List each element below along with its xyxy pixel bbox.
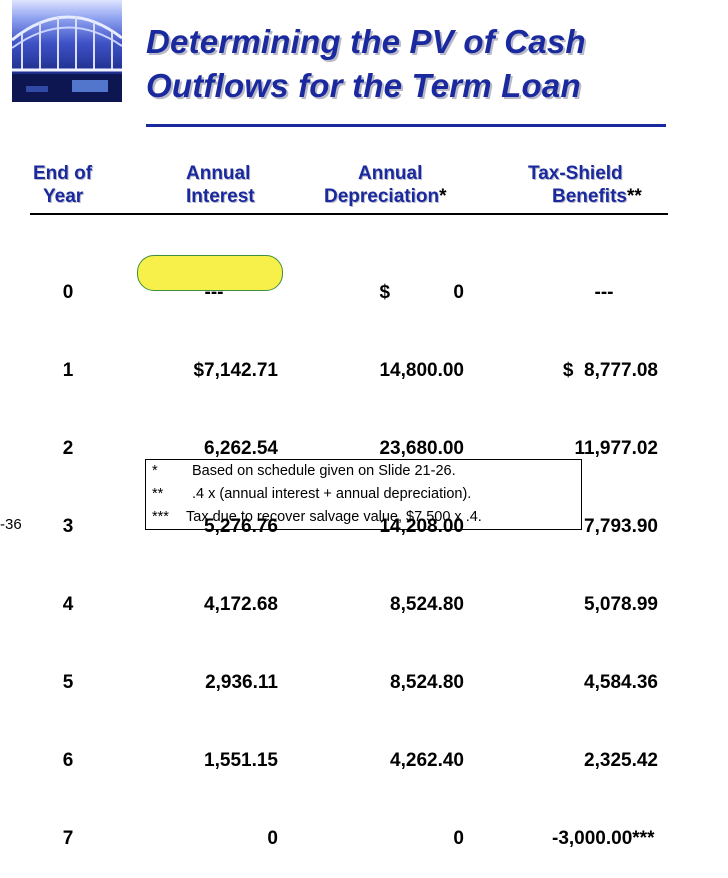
slide-number: -36 xyxy=(0,516,22,533)
bridge-photo xyxy=(12,0,122,102)
table-cell-depreciation: 23,680.00 xyxy=(379,438,464,459)
table-cell-year: 3 xyxy=(62,516,74,537)
footnote-3-text: Tax due to recover salvage value, $7,500… xyxy=(186,509,482,525)
table-cell-depreciation: 8,524.80 xyxy=(390,672,464,693)
header-tax-shield-benefits: Tax-Shield Benefits** xyxy=(528,162,642,208)
header-underline xyxy=(30,213,668,215)
highlight-oval xyxy=(137,255,283,291)
table-cell-interest: 0 xyxy=(267,828,278,849)
table-cell-year: 1 xyxy=(62,360,74,381)
footnote-1: * Based on schedule given on Slide 21-26. xyxy=(152,460,577,483)
header-tax-shield-line1: Tax-Shield xyxy=(528,163,623,184)
header-annual-depreciation: Annual Depreciation* xyxy=(324,162,447,208)
header-annual-interest-line1: Annual xyxy=(186,163,251,184)
table-cell-tax-shield: 7,793.90 xyxy=(584,516,658,537)
header-depreciation-footnote-mark: * xyxy=(439,186,447,207)
title-underline xyxy=(146,124,666,127)
table-cell-year: 4 xyxy=(62,594,74,615)
table-cell-depreciation: 8,524.80 xyxy=(390,594,464,615)
table-cell-year: 5 xyxy=(62,672,74,693)
table-cell-interest: 4,172.68 xyxy=(204,594,278,615)
table-cell-interest: 5,276.76 xyxy=(204,516,278,537)
table-cell-year: 0 xyxy=(62,282,74,303)
footnote-2-text: .4 x (annual interest + annual depreciat… xyxy=(192,486,472,502)
footnotes-box: * Based on schedule given on Slide 21-26.… xyxy=(145,459,582,530)
table-cell-interest: 6,262.54 xyxy=(204,438,278,459)
table-cell-tax-shield: 4,584.36 xyxy=(584,672,658,693)
header-annual-interest: Annual Interest xyxy=(186,162,255,208)
header-end-of-year-line1: End of xyxy=(33,163,93,184)
table-cell-interest: 1,551.15 xyxy=(204,750,278,771)
table-cell-tax-shield: $ 8,777.08 xyxy=(562,360,658,381)
footnote-2-mark: ** xyxy=(152,486,164,502)
tax-shield-column: --- $ 8,777.08 11,977.02 7,793.90 5,078.… xyxy=(520,228,658,878)
table-cell-depreciation: 14,208.00 xyxy=(379,516,464,537)
depreciation-column: $ 0 14,800.00 23,680.00 14,208.00 8,524.… xyxy=(330,228,464,878)
footnote-1-mark: * xyxy=(152,463,158,479)
header-annual-interest-line2: Interest xyxy=(186,186,255,207)
title-line-1: Determining the PV of Cash xyxy=(146,23,586,60)
table-cell-depreciation: 14,800.00 xyxy=(379,360,464,381)
table-cell-year: 6 xyxy=(62,750,74,771)
header-annual-depreciation-line1: Annual xyxy=(358,163,423,184)
header-tax-shield-footnote-mark: ** xyxy=(626,186,642,207)
footnote-2: ** .4 x (annual interest + annual depreci… xyxy=(152,483,577,506)
header-end-of-year: End of Year xyxy=(33,162,92,208)
header-annual-depreciation-line2: Depreciation xyxy=(324,186,440,207)
table-cell-depreciation: 0 xyxy=(453,828,464,849)
table-cell-tax-shield: --- xyxy=(594,282,614,303)
table-cell-depreciation: $ 0 xyxy=(379,282,464,303)
year-column: 0 1 2 3 4 5 6 7 xyxy=(54,228,82,878)
footnote-3-mark: *** xyxy=(152,509,169,525)
table-cell-year: 7 xyxy=(62,828,74,849)
table-cell-interest: --- xyxy=(204,282,224,303)
table-cell-depreciation: 4,262.40 xyxy=(390,750,464,771)
header-tax-shield-line2: Benefits xyxy=(552,186,627,207)
table-cell-interest: $7,142.71 xyxy=(193,360,278,381)
footnote-3: *** Tax due to recover salvage value, $7,… xyxy=(152,506,577,529)
table-cell-tax-shield: 2,325.42 xyxy=(584,750,658,771)
header-end-of-year-line2: Year xyxy=(43,186,84,207)
table-cell-year: 2 xyxy=(62,438,74,459)
interest-column: --- $7,142.71 6,262.54 5,276.76 4,172.68… xyxy=(150,228,278,878)
table-cell-tax-shield: 11,977.02 xyxy=(574,438,658,459)
slide-title: Determining the PV of Cash Outflows for … xyxy=(146,20,706,108)
table-cell-tax-shield: -3,000.00*** xyxy=(552,828,655,849)
title-line-2: Outflows for the Term Loan xyxy=(146,67,581,104)
footnote-1-text: Based on schedule given on Slide 21-26. xyxy=(192,463,456,479)
table-cell-tax-shield: 5,078.99 xyxy=(584,594,658,615)
table-cell-interest: 2,936.11 xyxy=(205,672,278,693)
